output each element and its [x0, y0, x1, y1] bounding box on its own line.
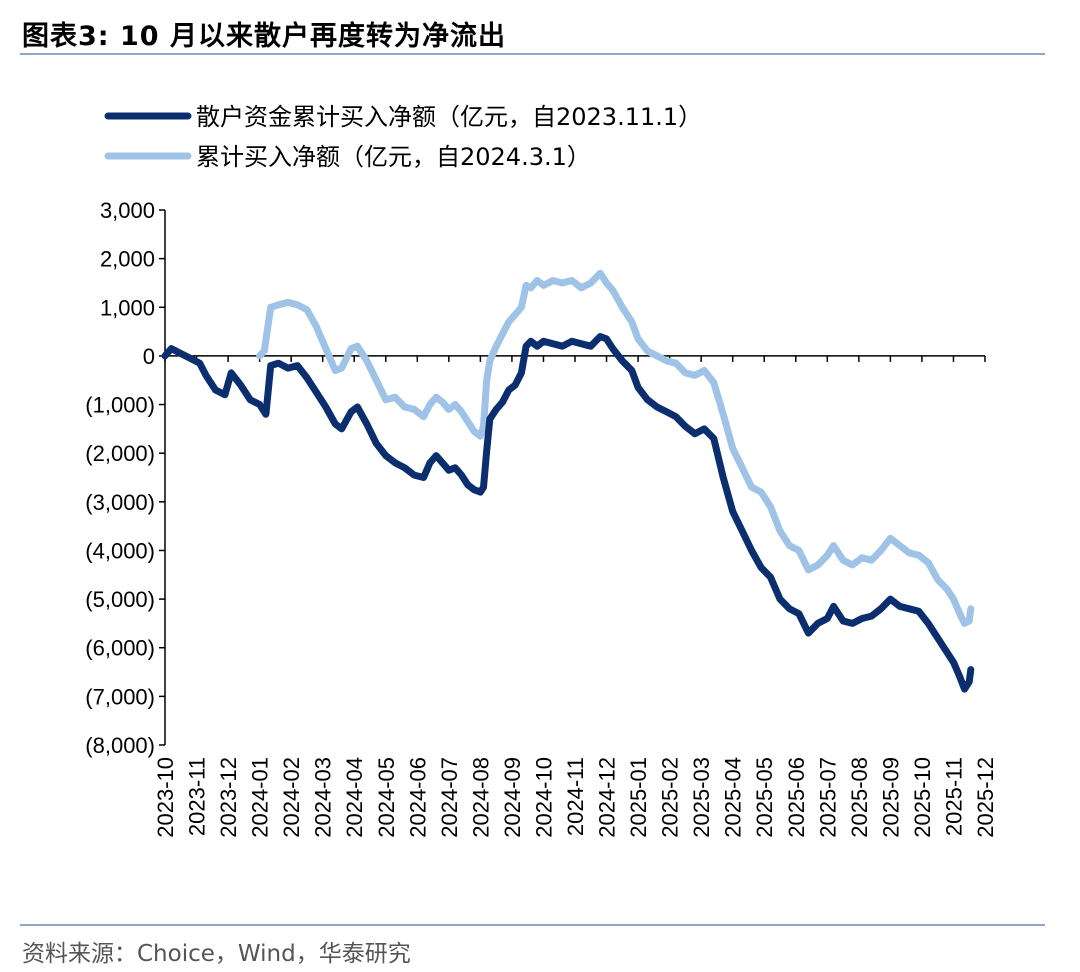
x-tick-label: 2023-10 [153, 757, 178, 838]
series-line-2 [256, 269, 975, 627]
x-tick-label: 2024-08 [468, 757, 493, 838]
x-tick-label: 2024-04 [342, 757, 367, 838]
x-tick-label: 2025-09 [878, 757, 903, 838]
x-tick-label: 2024-03 [311, 757, 336, 838]
source-note: 资料来源：Choice，Wind，华泰研究 [22, 941, 411, 967]
x-tick-label: 2024-05 [374, 757, 399, 838]
x-tick-label: 2024-10 [531, 757, 556, 838]
bottom-divider [20, 924, 1045, 926]
figure-title: 图表3: 10 月以来散户再度转为净流出 [22, 21, 506, 52]
top-divider [20, 53, 1045, 55]
y-tick-label: (8,000) [85, 733, 155, 758]
x-tick-label: 2023-11 [185, 757, 210, 836]
y-tick-label: (2,000) [85, 441, 155, 466]
x-tick-label: 2025-12 [973, 757, 998, 838]
y-tick-label: 2,000 [100, 247, 155, 272]
series-line-1 [161, 333, 975, 693]
y-tick-label: (7,000) [85, 684, 155, 709]
legend-label-1: 散户资金累计买入净额（亿元，自2023.11.1） [196, 103, 702, 131]
x-tick-label: 2025-02 [658, 757, 683, 838]
y-tick-label: 0 [143, 344, 155, 369]
legend-label-2: 累计买入净额（亿元，自2024.3.1） [196, 143, 591, 171]
x-tick-label: 2025-11 [941, 757, 966, 836]
x-tick-label: 2025-10 [910, 757, 935, 838]
x-tick-label: 2025-07 [815, 757, 840, 838]
x-tick-label: 2025-06 [784, 757, 809, 838]
x-tick-label: 2024-09 [500, 757, 525, 838]
x-tick-label: 2025-01 [626, 757, 651, 838]
y-tick-label: 1,000 [100, 295, 155, 320]
x-tick-label: 2024-01 [248, 757, 273, 838]
y-tick-label: 3,000 [100, 198, 155, 223]
y-tick-label: (3,000) [85, 490, 155, 515]
x-tick-label: 2024-02 [279, 757, 304, 838]
y-tick-label: (5,000) [85, 587, 155, 612]
y-tick-label: (4,000) [85, 538, 155, 563]
y-tick-label: (1,000) [85, 393, 155, 418]
x-tick-label: 2023-12 [216, 757, 241, 838]
x-tick-label: 2024-06 [405, 757, 430, 838]
x-tick-label: 2025-05 [752, 757, 777, 838]
x-tick-label: 2025-08 [847, 757, 872, 838]
x-tick-label: 2025-04 [721, 757, 746, 838]
y-tick-label: (6,000) [85, 636, 155, 661]
x-tick-label: 2024-11 [563, 757, 588, 836]
x-tick-label: 2024-12 [595, 757, 620, 838]
x-tick-label: 2024-07 [437, 757, 462, 838]
x-tick-label: 2025-03 [689, 757, 714, 838]
